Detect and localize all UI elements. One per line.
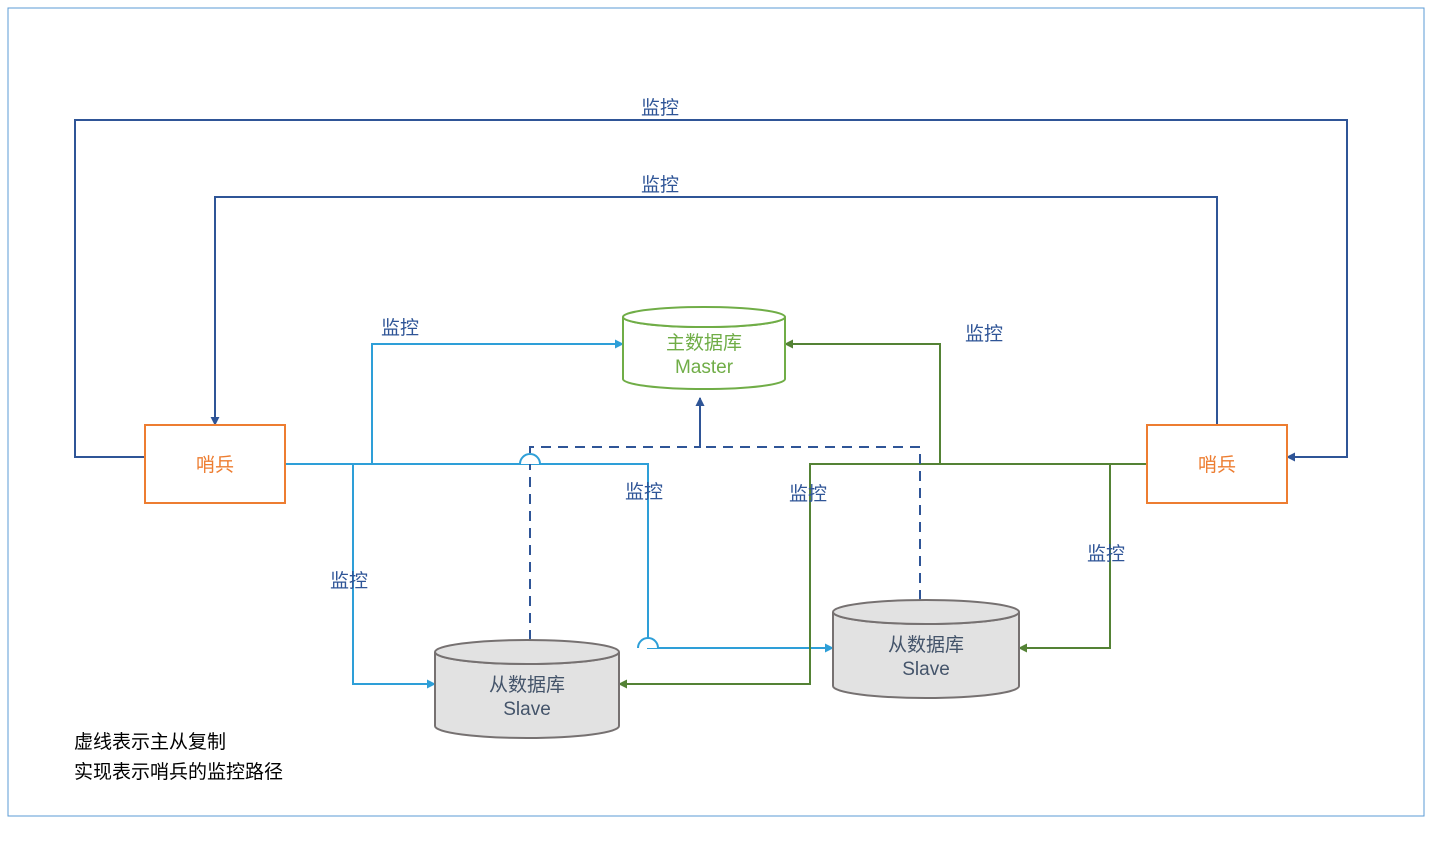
slave2: 从数据库 Slave bbox=[833, 600, 1019, 698]
edge-label-left-to-slave2: 监控 bbox=[625, 481, 663, 503]
slave2-label2: Slave bbox=[902, 659, 950, 680]
edge-left-to-master bbox=[285, 344, 623, 464]
sentinel_left: 哨兵 bbox=[145, 425, 285, 503]
slave1-label1: 从数据库 bbox=[489, 674, 565, 696]
edge-label-right-to-master: 监控 bbox=[965, 323, 1003, 345]
edge-slave1-to-master-replication bbox=[530, 398, 700, 640]
slave2-label1: 从数据库 bbox=[888, 634, 964, 656]
diagram-frame bbox=[8, 8, 1424, 816]
legend-line-2: 实现表示哨兵的监控路径 bbox=[74, 761, 283, 783]
edge-label-left-to-master: 监控 bbox=[381, 317, 419, 339]
edge-label-second-monitor: 监控 bbox=[641, 174, 679, 196]
master: 主数据库 Master bbox=[623, 307, 785, 389]
edge-right-to-slave2 bbox=[1019, 464, 1147, 648]
master-label1: 主数据库 bbox=[666, 332, 742, 354]
edge-left-to-slave2 bbox=[285, 464, 833, 648]
master-label2: Master bbox=[675, 357, 734, 378]
sentinel_right: 哨兵 bbox=[1147, 425, 1287, 503]
line-hop bbox=[638, 638, 658, 648]
line-hop bbox=[520, 454, 540, 464]
edge-top-monitor bbox=[75, 120, 1347, 457]
sentinel_right-label: 哨兵 bbox=[1198, 454, 1236, 476]
edge-label-top-monitor: 监控 bbox=[641, 97, 679, 119]
slave1-label2: Slave bbox=[503, 699, 551, 720]
architecture-diagram: 监控监控监控监控监控监控监控监控哨兵哨兵主数据库Master从数据库Slave从… bbox=[0, 0, 1432, 846]
edge-right-to-master bbox=[785, 344, 1147, 464]
slave1: 从数据库 Slave bbox=[435, 640, 619, 738]
legend-line-1: 虚线表示主从复制 bbox=[74, 731, 226, 753]
edge-label-right-to-slave2: 监控 bbox=[1087, 543, 1125, 565]
sentinel_left-label: 哨兵 bbox=[196, 454, 234, 476]
edge-label-right-to-slave1: 监控 bbox=[789, 483, 827, 505]
edge-label-left-to-slave1: 监控 bbox=[330, 570, 368, 592]
